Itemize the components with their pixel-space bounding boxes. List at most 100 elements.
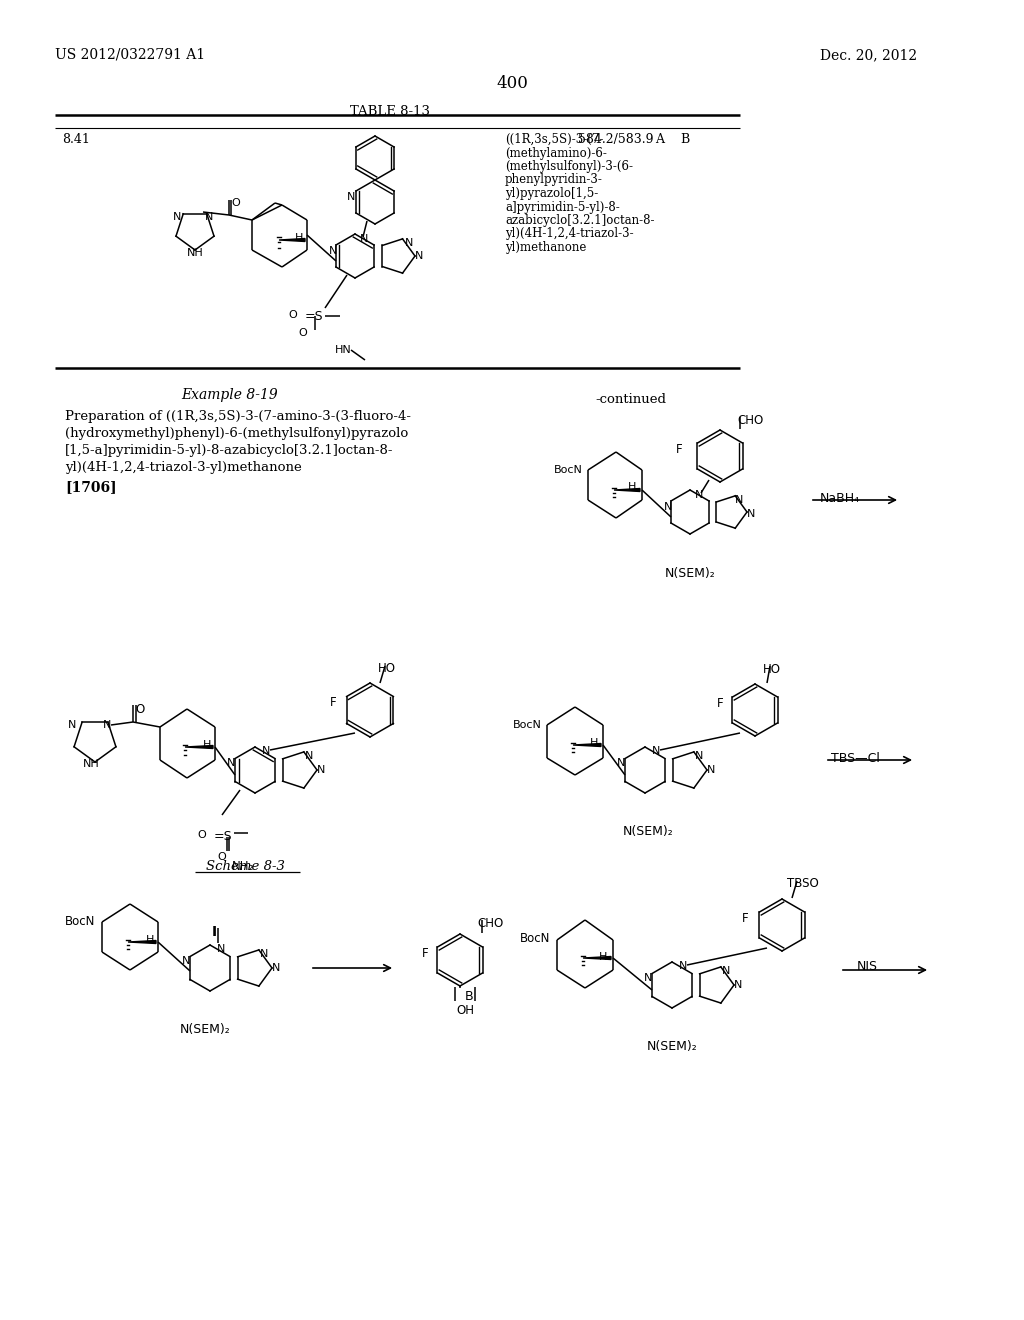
Text: =S: =S: [305, 310, 324, 323]
Text: NH: NH: [187, 248, 204, 257]
Text: TBS—Cl: TBS—Cl: [831, 752, 880, 766]
Text: N: N: [746, 510, 756, 519]
Text: BocN: BocN: [520, 932, 550, 945]
Text: N(SEM)₂: N(SEM)₂: [665, 568, 716, 579]
Text: F: F: [676, 444, 683, 455]
Polygon shape: [614, 488, 640, 491]
Text: TABLE 8-13: TABLE 8-13: [350, 106, 430, 117]
Text: N: N: [644, 973, 652, 983]
Text: H: H: [628, 482, 636, 492]
Text: N: N: [227, 758, 236, 768]
Text: H: H: [590, 738, 598, 748]
Text: N: N: [695, 490, 703, 500]
Polygon shape: [573, 743, 601, 747]
Text: TBSO: TBSO: [787, 876, 819, 890]
Text: N: N: [734, 979, 742, 990]
Text: HO: HO: [763, 663, 781, 676]
Text: N: N: [317, 766, 326, 775]
Text: O: O: [217, 851, 225, 862]
Text: OH: OH: [456, 1005, 474, 1016]
Text: H: H: [295, 234, 303, 243]
Text: 400: 400: [496, 75, 528, 92]
Text: F: F: [742, 912, 749, 925]
Text: N: N: [664, 502, 673, 512]
Text: N: N: [205, 213, 213, 222]
Text: N: N: [260, 949, 268, 960]
Text: N: N: [182, 956, 190, 966]
Polygon shape: [128, 940, 156, 944]
Text: NaBH₄: NaBH₄: [820, 492, 860, 506]
Text: yl)methanone: yl)methanone: [505, 242, 587, 253]
Polygon shape: [583, 957, 611, 960]
Text: Example 8-19: Example 8-19: [181, 388, 279, 403]
Text: azabicyclo[3.2.1]octan-8-: azabicyclo[3.2.1]octan-8-: [505, 214, 654, 227]
Text: O: O: [135, 704, 144, 715]
Text: (methylamino)-6-: (methylamino)-6-: [505, 147, 607, 160]
Text: phenylpyridin-3-: phenylpyridin-3-: [505, 173, 603, 186]
Text: CHO: CHO: [737, 414, 763, 426]
Text: N: N: [272, 964, 281, 973]
Text: N: N: [103, 719, 112, 730]
Text: BocN: BocN: [513, 719, 542, 730]
Text: B: B: [680, 133, 689, 147]
Text: 584.2/583.9: 584.2/583.9: [578, 133, 653, 147]
Text: N: N: [406, 238, 414, 248]
Text: N: N: [217, 944, 225, 954]
Text: N: N: [617, 758, 626, 768]
Text: a]pyrimidin-5-yl)-8-: a]pyrimidin-5-yl)-8-: [505, 201, 620, 214]
Text: N: N: [329, 246, 337, 256]
Text: HN: HN: [335, 345, 352, 355]
Text: O: O: [298, 327, 307, 338]
Text: NH₂: NH₂: [232, 861, 254, 873]
Text: B: B: [465, 990, 474, 1003]
Text: N: N: [695, 751, 703, 762]
Text: [1,5-a]pyrimidin-5-yl)-8-azabicyclo[3.2.1]octan-8-: [1,5-a]pyrimidin-5-yl)-8-azabicyclo[3.2.…: [65, 444, 393, 457]
Text: (hydroxymethyl)phenyl)-6-(methylsulfonyl)pyrazolo: (hydroxymethyl)phenyl)-6-(methylsulfonyl…: [65, 426, 409, 440]
Text: I: I: [212, 925, 217, 939]
Text: yl)pyrazolo[1,5-: yl)pyrazolo[1,5-: [505, 187, 598, 201]
Text: N(SEM)₂: N(SEM)₂: [647, 1040, 697, 1053]
Text: N(SEM)₂: N(SEM)₂: [180, 1023, 230, 1036]
Text: US 2012/0322791 A1: US 2012/0322791 A1: [55, 48, 205, 62]
Text: O: O: [231, 198, 240, 209]
Text: N: N: [707, 766, 716, 775]
Text: =S: =S: [214, 830, 232, 843]
Text: [1706]: [1706]: [65, 480, 117, 494]
Text: CHO: CHO: [477, 917, 503, 931]
Text: F: F: [330, 696, 337, 709]
Text: H: H: [203, 741, 211, 750]
Text: Dec. 20, 2012: Dec. 20, 2012: [820, 48, 918, 62]
Polygon shape: [185, 746, 213, 748]
Text: (methylsulfonyl)-3-(6-: (methylsulfonyl)-3-(6-: [505, 160, 633, 173]
Text: A: A: [655, 133, 664, 147]
Text: N(SEM)₂: N(SEM)₂: [623, 825, 674, 838]
Text: N: N: [68, 719, 77, 730]
Text: N: N: [360, 234, 369, 244]
Text: NIS: NIS: [857, 960, 878, 973]
Text: BocN: BocN: [65, 915, 95, 928]
Text: -continued: -continued: [595, 393, 666, 407]
Text: N: N: [679, 961, 687, 972]
Text: Scheme 8-3: Scheme 8-3: [206, 861, 285, 873]
Text: O: O: [197, 830, 206, 840]
Text: O: O: [288, 310, 297, 319]
Text: N: N: [415, 251, 423, 261]
Text: N: N: [652, 746, 660, 756]
Text: H: H: [146, 935, 155, 945]
Polygon shape: [279, 239, 305, 242]
Text: ((1R,3s,5S)-3-(7-: ((1R,3s,5S)-3-(7-: [505, 133, 603, 147]
Text: N: N: [305, 751, 313, 762]
Text: N: N: [735, 495, 743, 506]
Text: NH: NH: [83, 759, 99, 770]
Text: BocN: BocN: [554, 465, 583, 475]
Text: 8.41: 8.41: [62, 133, 90, 147]
Text: N: N: [173, 213, 181, 222]
Text: N: N: [262, 746, 270, 756]
Text: F: F: [717, 697, 724, 710]
Text: yl)(4H-1,2,4-triazol-3-yl)methanone: yl)(4H-1,2,4-triazol-3-yl)methanone: [65, 461, 302, 474]
Text: yl)(4H-1,2,4-triazol-3-: yl)(4H-1,2,4-triazol-3-: [505, 227, 634, 240]
Text: HO: HO: [378, 663, 396, 675]
Text: N: N: [347, 191, 355, 202]
Text: H: H: [599, 952, 607, 962]
Text: N: N: [722, 966, 730, 975]
